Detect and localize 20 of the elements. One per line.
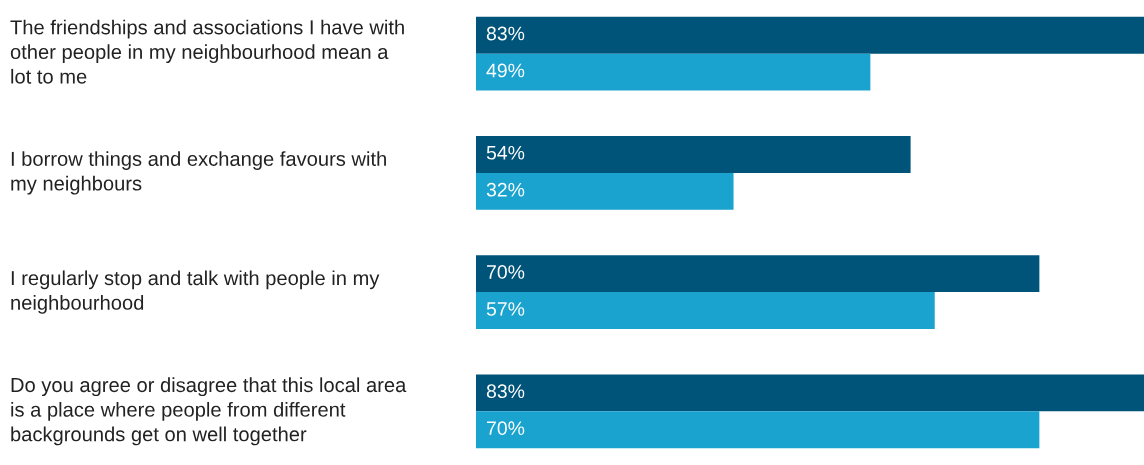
- data-label: 70%: [487, 265, 525, 279]
- y-tick-label: I borrow things and exchange favours with my neighbours: [11, 151, 386, 195]
- bar: [476, 172, 734, 210]
- bar: [476, 411, 1040, 449]
- y-tick-label: Do you agree or disagree that this local area is a place where people from different backgrounds get on well together: [11, 377, 407, 446]
- bar: [476, 135, 911, 173]
- data-label: 83%: [486, 384, 525, 399]
- bar: [476, 255, 1040, 293]
- data-label: 54%: [486, 145, 525, 160]
- data-label: 49%: [486, 63, 525, 78]
- y-tick-label: The friendships and associations I have with other people in my neighbourhood mean a lot to me: [10, 19, 404, 84]
- y-tick-label: I regularly stop and talk with people in my neighbourhood: [11, 270, 380, 314]
- bar: [476, 292, 935, 330]
- data-label: 70%: [487, 421, 525, 436]
- data-label: 57%: [486, 302, 525, 316]
- data-label: 83%: [486, 26, 525, 41]
- bar: [476, 16, 1144, 54]
- data-label: 32%: [486, 182, 525, 197]
- bar: [476, 53, 871, 91]
- bar: [476, 374, 1144, 412]
